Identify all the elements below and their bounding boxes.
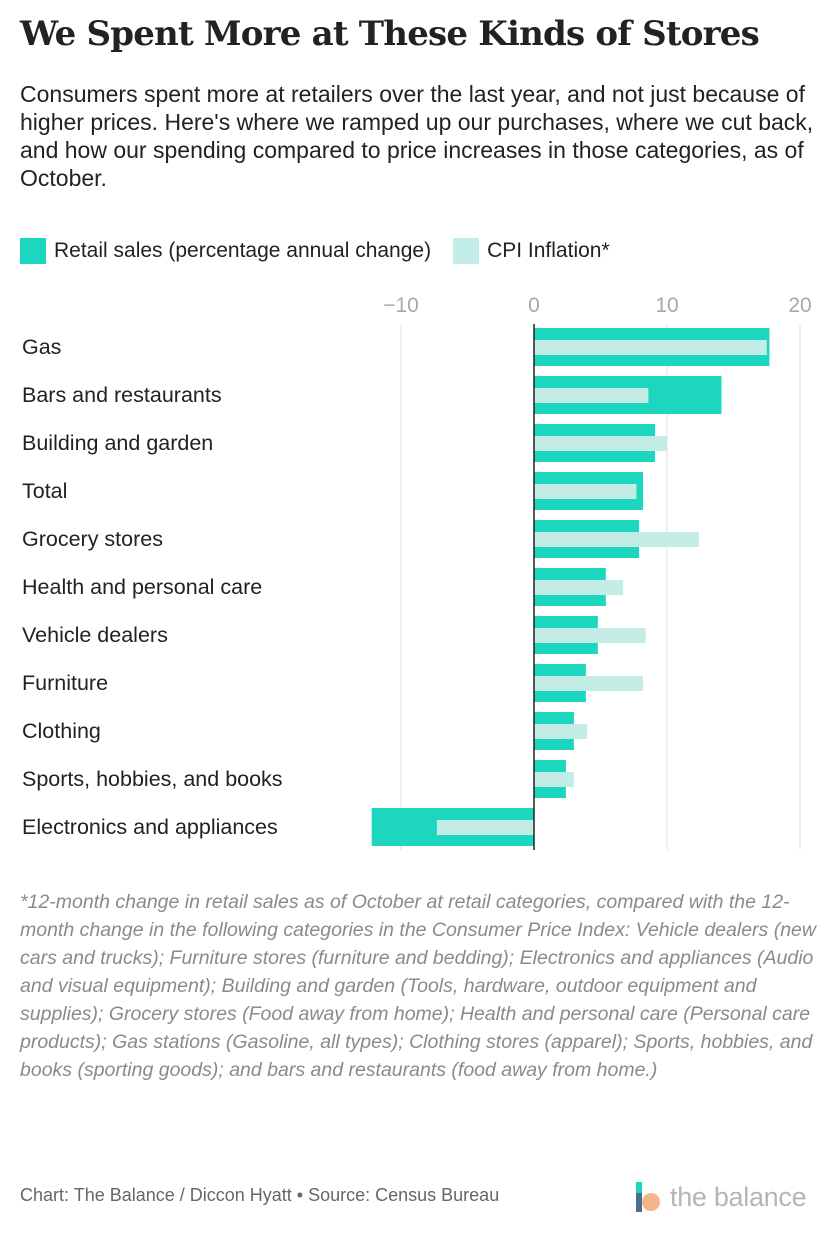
category-label: Furniture [22, 671, 108, 695]
legend-swatch-retail-sales [20, 238, 46, 264]
bar-cpi-inflation [534, 340, 767, 355]
category-label: Vehicle dealers [22, 623, 168, 647]
bar-cpi-inflation [534, 388, 649, 403]
bar-cpi-inflation [534, 580, 624, 595]
category-label: Clothing [22, 719, 101, 743]
category-label: Health and personal care [22, 575, 262, 599]
bar-cpi-inflation [534, 436, 667, 451]
bar-cpi-inflation [436, 820, 534, 835]
bar-cpi-inflation [534, 724, 588, 739]
bar-cpi-inflation [534, 676, 644, 691]
legend: Retail sales (percentage annual change) … [20, 236, 632, 266]
x-tick-label: −10 [383, 294, 419, 317]
the-balance-logo-icon [636, 1182, 660, 1212]
x-tick-label: 0 [528, 294, 540, 317]
category-label: Gas [22, 335, 61, 359]
legend-swatch-cpi-inflation [453, 238, 480, 264]
legend-label-cpi-inflation: CPI Inflation* [487, 239, 610, 262]
bar-cpi-inflation [534, 532, 699, 547]
legend-label-retail-sales: Retail sales (percentage annual change) [54, 239, 432, 262]
bar-cpi-inflation [534, 484, 637, 499]
brand-logo: the balance [636, 1180, 807, 1214]
chart-subtitle: Consumers spent more at retailers over t… [20, 81, 814, 191]
x-tick-label: 10 [655, 294, 678, 317]
chart-title: We Spent More at These Kinds of Stores [20, 14, 760, 54]
category-label: Grocery stores [22, 527, 163, 551]
category-label: Sports, hobbies, and books [22, 767, 283, 791]
category-label: Total [22, 479, 67, 503]
chart-credit: Chart: The Balance / Diccon Hyatt • Sour… [20, 1185, 500, 1205]
category-label: Bars and restaurants [22, 383, 222, 407]
category-label: Electronics and appliances [22, 815, 278, 839]
x-tick-label: 20 [788, 294, 811, 317]
category-label: Building and garden [22, 431, 213, 455]
bar-chart: −10 0 10 20 Gas Bars and restaurants Building … [22, 294, 812, 850]
footnote: *12-month change in retail sales as of O… [20, 891, 816, 1081]
bar-cpi-inflation [534, 772, 574, 787]
bar-cpi-inflation [534, 628, 646, 643]
logo-text: the balance [670, 1181, 807, 1212]
